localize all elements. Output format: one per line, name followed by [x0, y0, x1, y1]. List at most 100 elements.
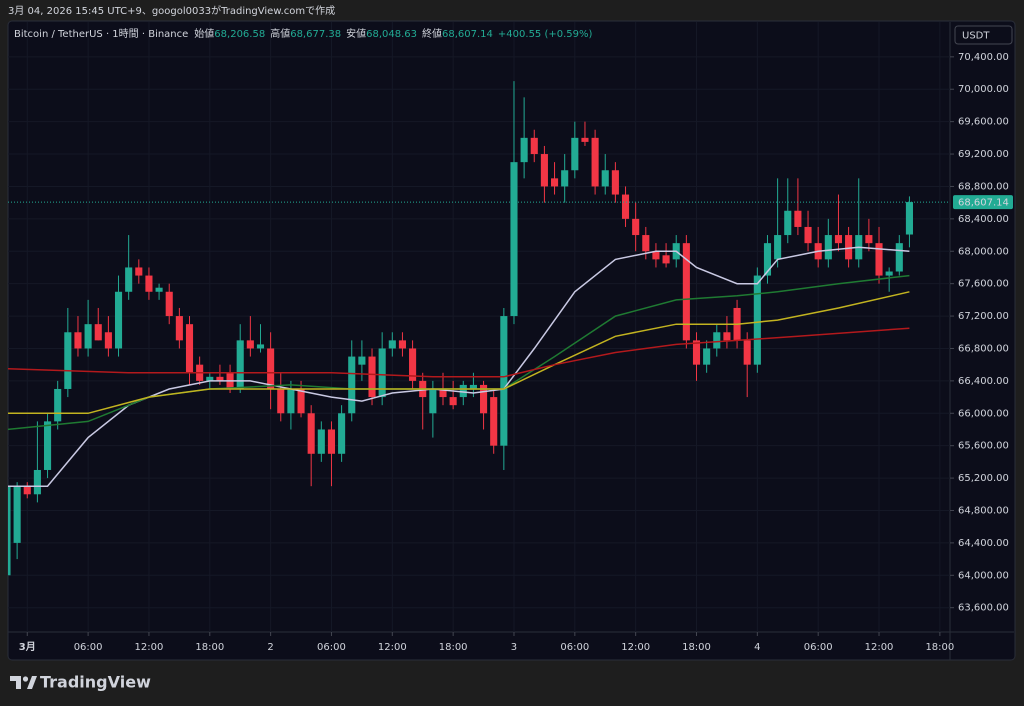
candle-body	[175, 316, 183, 341]
plot	[8, 81, 913, 576]
y-tick-label: 66,000.00	[958, 408, 1009, 419]
candle-body	[753, 275, 761, 365]
candle-body	[368, 356, 376, 398]
candle-body	[723, 332, 731, 341]
candle-body	[206, 376, 214, 381]
candle-body	[64, 332, 72, 389]
x-tick-label: 18:00	[195, 642, 224, 653]
y-tick-label: 68,800.00	[958, 181, 1009, 192]
candle-body	[23, 486, 31, 495]
candle-body	[388, 340, 396, 349]
candle-body	[409, 348, 417, 381]
y-tick-label: 65,200.00	[958, 473, 1009, 484]
y-tick-label: 69,200.00	[958, 149, 1009, 160]
moving-average	[8, 291, 910, 415]
x-tick-label: 12:00	[135, 642, 164, 653]
last-price-box	[953, 195, 1013, 210]
y-tick-label: 70,000.00	[958, 84, 1009, 95]
axes: 70,400.00 70,000.00 69,600.00 69,200.00 68,8…	[8, 52, 1013, 653]
candle-body	[530, 137, 538, 155]
candle-body	[43, 421, 52, 470]
candle-body	[439, 388, 447, 398]
candle-body	[449, 397, 457, 406]
x-tick-label: 3	[511, 642, 517, 653]
candle-body	[13, 486, 21, 543]
candle-body	[784, 210, 792, 236]
candle-body	[277, 388, 285, 414]
y-tick-label: 68,400.00	[958, 214, 1009, 225]
y-tick-label: 68,000.00	[958, 246, 1009, 257]
candle-body	[662, 255, 670, 264]
brand: TradingView	[40, 673, 151, 692]
x-tick-label: 06:00	[74, 642, 103, 653]
candle-body	[601, 170, 609, 187]
legend-ohlc-label: 安値	[346, 27, 366, 40]
candle-body	[885, 271, 893, 276]
candle-body	[155, 287, 163, 292]
candle-body	[469, 384, 477, 389]
candle-body	[145, 275, 153, 292]
logo-icon	[10, 676, 37, 689]
x-tick-label: 4	[754, 642, 760, 653]
y-tick-label: 70,400.00	[958, 52, 1009, 63]
candle-body	[804, 226, 812, 244]
candle-body	[33, 469, 41, 495]
candle-body	[510, 162, 518, 317]
candle-body	[338, 413, 346, 454]
candle-body	[317, 429, 325, 454]
candle-body	[561, 170, 569, 187]
candle-body	[794, 210, 802, 227]
candle-body	[378, 348, 386, 398]
candle-body	[571, 137, 579, 171]
legend-ohlc-value: 68,206.58	[214, 29, 265, 40]
candle-body	[895, 243, 903, 272]
legend-ohlc-label: 終値	[422, 27, 442, 40]
candle-body	[135, 267, 143, 276]
caption: 3月 04, 2026 15:45 UTC+9、googol0033がTradi…	[8, 4, 335, 17]
y-tick-label: 63,600.00	[958, 603, 1009, 614]
x-tick-label: 12:00	[621, 642, 650, 653]
candle-body	[94, 324, 102, 341]
currency-label[interactable]: USDT	[962, 31, 990, 42]
candle-body	[865, 235, 873, 244]
x-tick-label: 06:00	[317, 642, 346, 653]
legend-change: +400.55 (+0.59%)	[498, 29, 593, 40]
candle-body	[348, 356, 356, 414]
candle-body	[540, 154, 548, 187]
y-tick-label: 64,400.00	[958, 538, 1009, 549]
candle-body	[84, 324, 92, 349]
candle-body	[327, 429, 336, 454]
candle-body	[743, 340, 751, 365]
candle-body	[480, 384, 488, 414]
candle-body	[713, 332, 721, 349]
candle-body	[267, 348, 275, 389]
y-tick-label: 65,600.00	[958, 441, 1009, 452]
candle-body	[125, 267, 133, 292]
candle-body	[256, 344, 265, 349]
y-tick-label: 66,800.00	[958, 343, 1009, 354]
y-tick-label: 64,800.00	[958, 505, 1009, 516]
candle-body	[398, 340, 406, 349]
candle-body	[216, 376, 224, 381]
candle-body	[875, 243, 883, 276]
candle-body	[632, 218, 640, 236]
candle-body	[297, 388, 305, 414]
moving-average	[8, 327, 910, 378]
candle-body	[642, 235, 650, 252]
y-tick-label: 67,200.00	[958, 311, 1009, 322]
candle-body	[8, 486, 11, 576]
y-tick-label: 67,600.00	[958, 279, 1009, 290]
x-tick-label: 06:00	[560, 642, 589, 653]
legend-ohlc-label: 高値	[270, 27, 290, 40]
x-tick-label: 18:00	[682, 642, 711, 653]
x-tick-label: 06:00	[804, 642, 833, 653]
candle-body	[703, 348, 711, 365]
currency-button[interactable]	[954, 25, 1013, 45]
candle-body	[692, 340, 701, 365]
x-tick-label: 3月	[19, 641, 36, 653]
candle-body	[185, 324, 194, 373]
legend-ohlc-value: 68,048.63	[366, 29, 417, 40]
legend-ohlc-value: 68,677.38	[290, 29, 341, 40]
